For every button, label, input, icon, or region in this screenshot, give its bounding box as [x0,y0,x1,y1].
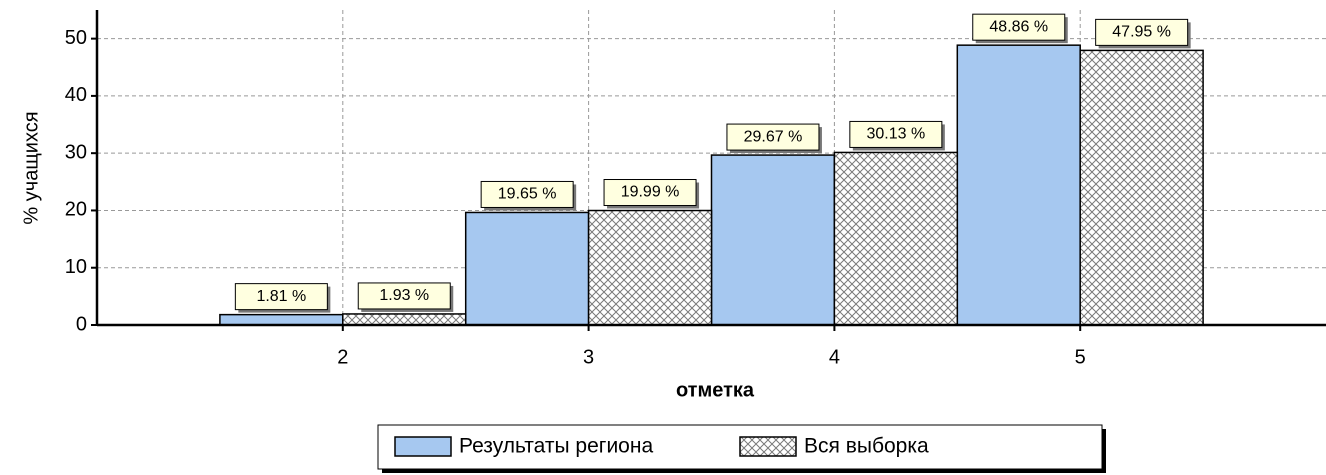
legend-swatch [739,436,797,457]
bar [219,313,344,326]
y-axis-label: % учащихся [20,111,42,224]
bar [956,44,1081,326]
x-tick-label: 5 [1075,346,1086,368]
value-label: 1.81 % [256,288,306,305]
legend-swatch [394,436,452,457]
y-tick-label: 40 [65,84,87,106]
label-box [603,179,697,207]
x-tick-label: 3 [583,346,594,368]
label-box [357,282,451,310]
x-axis-label: отметка [676,379,755,401]
y-tick-label: 30 [65,141,87,163]
value-label: 1.93 % [379,287,429,304]
y-tick-label: 10 [65,256,87,278]
value-label: 19.99 % [621,184,680,201]
value-label: 29.67 % [744,128,803,145]
y-tick-label: 20 [65,199,87,221]
label-box [1095,18,1189,46]
bar [710,154,836,326]
x-tick-label: 4 [829,346,840,368]
y-tick-label: 50 [65,27,87,49]
bar [587,209,713,326]
bar [1079,49,1204,326]
label-box [234,283,328,311]
label-box [726,123,820,151]
y-tick-label: 0 [76,313,87,335]
label-box [849,120,943,148]
value-label: 30.13 % [866,126,925,143]
value-label: 47.95 % [1112,24,1171,41]
bar [342,313,467,326]
bar [833,151,959,326]
label-box [972,13,1066,41]
value-label: 48.86 % [989,18,1048,35]
label-box [480,180,574,208]
value-label: 19.65 % [498,186,557,203]
legend-label: Результаты региона [459,435,653,458]
x-tick-label: 2 [337,346,348,368]
bar [464,211,590,326]
legend-label: Вся выборка [804,435,929,458]
